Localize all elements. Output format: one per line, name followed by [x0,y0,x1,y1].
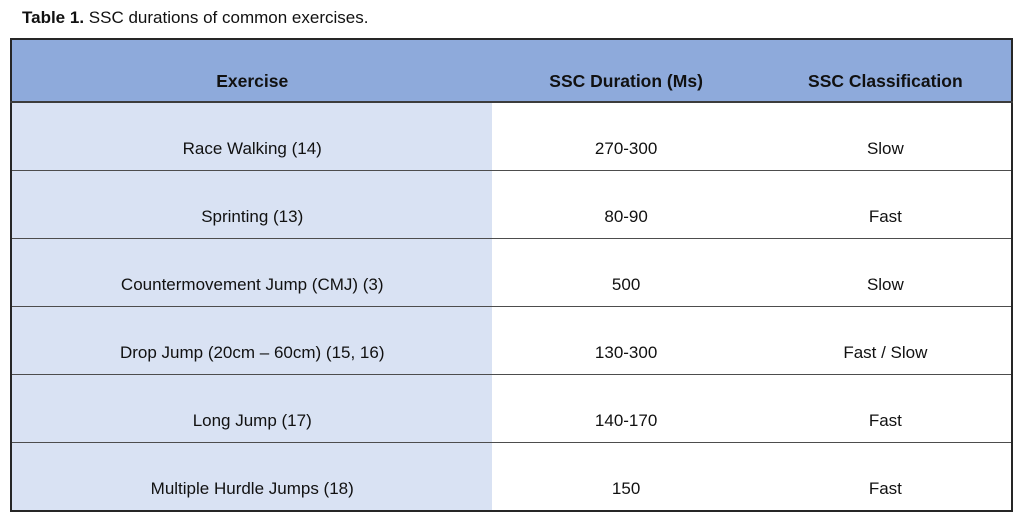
cell-exercise: Drop Jump (20cm – 60cm) (15, 16) [11,306,493,375]
cell-duration: 500 [492,238,760,307]
cell-classification: Fast [759,170,1012,239]
cell-duration: 140-170 [492,374,760,443]
header-ssc-duration: SSC Duration (Ms) [492,39,760,103]
table-row: Long Jump (17) 140-170 Fast [11,374,1012,443]
header-ssc-classification: SSC Classification [759,39,1012,103]
cell-exercise: Countermovement Jump (CMJ) (3) [11,238,493,307]
table-row: Countermovement Jump (CMJ) (3) 500 Slow [11,238,1012,307]
header-exercise: Exercise [11,39,493,103]
cell-classification: Slow [759,102,1012,171]
cell-classification: Fast [759,374,1012,443]
cell-classification: Fast / Slow [759,306,1012,375]
ssc-durations-table: Exercise SSC Duration (Ms) SSC Classific… [10,38,1013,512]
cell-exercise: Sprinting (13) [11,170,493,239]
cell-duration: 80-90 [492,170,760,239]
table-caption: Table 1. SSC durations of common exercis… [22,7,368,29]
cell-duration: 270-300 [492,102,760,171]
table-row: Sprinting (13) 80-90 Fast [11,170,1012,239]
table-row: Race Walking (14) 270-300 Slow [11,102,1012,171]
cell-exercise: Multiple Hurdle Jumps (18) [11,442,493,511]
cell-duration: 150 [492,442,760,511]
table-row: Drop Jump (20cm – 60cm) (15, 16) 130-300… [11,306,1012,375]
cell-classification: Fast [759,442,1012,511]
cell-classification: Slow [759,238,1012,307]
cell-duration: 130-300 [492,306,760,375]
cell-exercise: Race Walking (14) [11,102,493,171]
table-caption-label: Table 1. [22,8,85,27]
table-caption-text: SSC durations of common exercises. [84,8,369,27]
cell-exercise: Long Jump (17) [11,374,493,443]
table-row: Multiple Hurdle Jumps (18) 150 Fast [11,442,1012,511]
table-header-row: Exercise SSC Duration (Ms) SSC Classific… [11,39,1012,103]
